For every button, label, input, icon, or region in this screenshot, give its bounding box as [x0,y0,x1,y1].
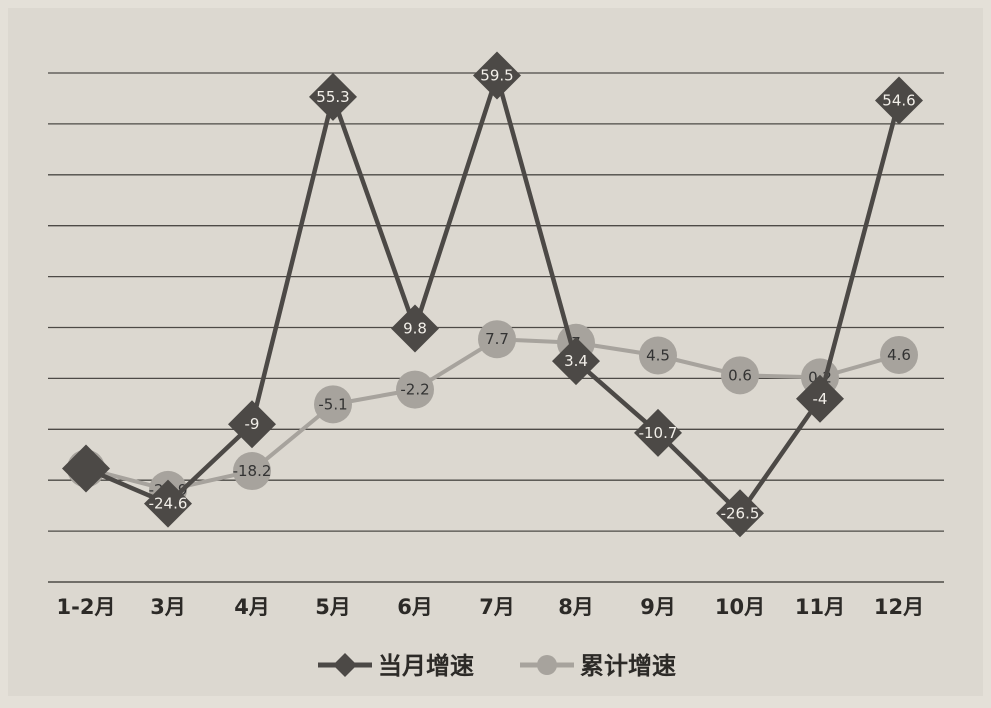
data-point [552,337,600,386]
legend: 当月增速 累计增速 [318,652,676,680]
legend-item: 累计增速 [520,652,676,680]
data-point [796,374,844,423]
data-point [478,320,516,359]
data-point [309,72,357,121]
x-tick-label: 10月 [715,595,765,619]
data-label: -2.2 [400,381,429,399]
x-tick-label: 9月 [640,595,676,619]
series-monthly: -24.6 -9 55.3 9.8 59.5 3.4 -10.7 -26.5 -4 54.6 [62,51,923,538]
data-label: -26.5 [721,504,760,522]
data-label: -5.1 [318,395,347,413]
x-tick-label: 3月 [150,595,186,619]
data-point [473,51,521,100]
data-label: 0.6 [728,366,752,384]
data-point [721,356,759,395]
x-tick-label: 6月 [397,595,433,619]
data-point [233,452,271,491]
data-label: 59.5 [480,67,513,85]
data-point [391,304,439,353]
series: -17.7-21.9-18.2-5.1-2.27.774.50.60.24.6-… [62,51,923,538]
data-label: 54.6 [882,91,915,109]
data-label: 4.6 [887,346,911,364]
data-label: -4 [813,390,828,408]
x-tick-label: 12月 [874,595,924,619]
data-point [875,76,923,125]
data-label: 9.8 [403,320,427,338]
data-label: 4.5 [646,346,670,364]
legend-item: 当月增速 [318,652,474,680]
legend-label: 累计增速 [580,652,676,680]
legend-marker-diamond [333,653,357,677]
data-label: 7.7 [485,330,509,348]
data-point [880,335,918,374]
data-point [716,489,764,538]
legend-marker-circle [537,655,557,675]
data-label: -9 [245,415,260,433]
x-tick-label: 7月 [479,595,515,619]
x-tick-label: 4月 [234,595,270,619]
x-tick-label: 1-2月 [57,595,116,619]
data-label: -24.6 [149,495,188,513]
data-point [228,400,276,449]
data-point [639,336,677,375]
data-point [634,408,682,457]
legend-label: 当月增速 [378,652,474,680]
x-tick-label: 8月 [558,595,594,619]
data-point [144,479,192,528]
data-label: 55.3 [316,88,349,106]
data-label: -10.7 [639,424,678,442]
x-tick-label: 5月 [315,595,351,619]
x-tick-label: 11月 [795,595,845,619]
data-label: -18.2 [233,462,272,480]
data-point [314,385,352,424]
data-point [62,444,110,493]
data-label: 3.4 [564,352,588,370]
x-axis-ticks: 1-2月 3月 4月 5月 6月 7月 8月 9月 10月 11月 12月 [57,595,925,619]
data-point [396,370,434,409]
